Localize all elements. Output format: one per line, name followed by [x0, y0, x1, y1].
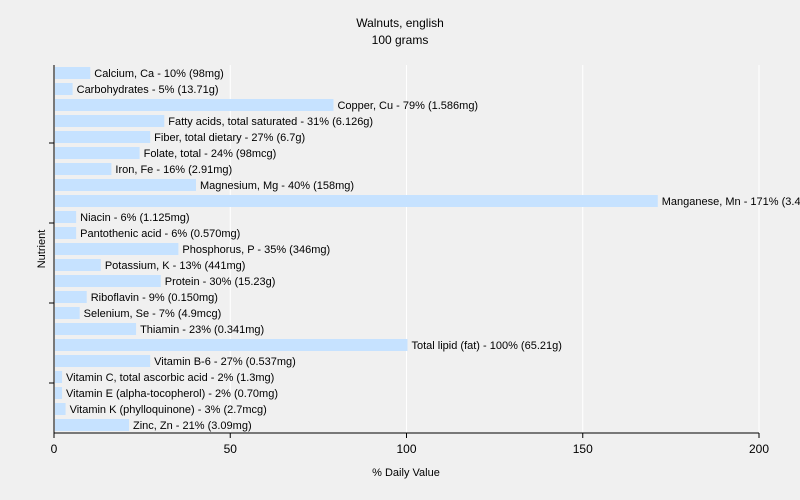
bar-label: Vitamin C, total ascorbic acid - 2% (1.3… — [66, 372, 274, 384]
bar — [55, 387, 63, 399]
bar-label: Vitamin E (alpha-tocopherol) - 2% (0.70m… — [66, 388, 278, 400]
bar — [55, 291, 87, 303]
bar-label: Potassium, K - 13% (441mg) — [105, 260, 246, 272]
bar-label: Fatty acids, total saturated - 31% (6.12… — [168, 116, 373, 128]
bar-label: Iron, Fe - 16% (2.91mg) — [115, 164, 232, 176]
bar-label: Fiber, total dietary - 27% (6.7g) — [154, 132, 305, 144]
bar-label: Copper, Cu - 79% (1.586mg) — [337, 100, 478, 112]
x-tick-label: 200 — [749, 442, 769, 456]
bar — [55, 403, 66, 415]
chart-subtitle: 100 grams — [372, 33, 429, 47]
bar-label: Zinc, Zn - 21% (3.09mg) — [133, 420, 252, 432]
bar — [55, 419, 130, 431]
bar — [55, 67, 91, 79]
gridlines — [229, 65, 760, 433]
bar-label: Pantothenic acid - 6% (0.570mg) — [80, 228, 240, 240]
bar — [55, 195, 658, 207]
bar — [55, 323, 137, 335]
x-ticks: 0 50 100 150 200 — [51, 433, 769, 456]
bar-label: Magnesium, Mg - 40% (158mg) — [200, 180, 354, 192]
bar-label: Vitamin K (phylloquinone) - 3% (2.7mcg) — [70, 404, 267, 416]
bar-labels-group: Calcium, Ca - 10% (98mg) Carbohydrates - … — [66, 68, 800, 432]
bar-label: Manganese, Mn - 171% (3.414mg) — [662, 196, 800, 208]
bar-label: Total lipid (fat) - 100% (65.21g) — [412, 340, 562, 352]
bar — [55, 243, 179, 255]
x-tick-label: 150 — [573, 442, 593, 456]
bar — [55, 339, 408, 351]
bar — [55, 163, 112, 175]
y-axis-title: Nutrient — [36, 230, 48, 269]
bar — [55, 115, 165, 127]
bar-label: Folate, total - 24% (98mcg) — [144, 148, 277, 160]
x-tick-label: 50 — [224, 442, 238, 456]
bar — [55, 99, 334, 111]
bar-label: Phosphorus, P - 35% (346mg) — [182, 244, 330, 256]
bar — [55, 179, 196, 191]
bar-label: Vitamin B-6 - 27% (0.537mg) — [154, 356, 296, 368]
bar — [55, 355, 151, 367]
bar — [55, 83, 73, 95]
bar-label: Calcium, Ca - 10% (98mg) — [94, 68, 224, 80]
bar — [55, 131, 151, 143]
bar-label: Riboflavin - 9% (0.150mg) — [91, 292, 218, 304]
bar-label: Protein - 30% (15.23g) — [165, 276, 276, 288]
bar-label: Thiamin - 23% (0.341mg) — [140, 324, 264, 336]
bar — [55, 259, 101, 271]
x-tick-label: 0 — [51, 442, 58, 456]
x-tick-label: 100 — [396, 442, 416, 456]
y-ticks — [49, 142, 54, 384]
bar — [55, 211, 77, 223]
x-axis-title: % Daily Value — [372, 467, 440, 479]
bar-label: Selenium, Se - 7% (4.9mcg) — [84, 308, 222, 320]
bar — [55, 371, 63, 383]
bars-group — [55, 67, 658, 431]
bar-label: Carbohydrates - 5% (13.71g) — [77, 84, 219, 96]
bar-label: Niacin - 6% (1.125mg) — [80, 212, 189, 224]
bar — [55, 307, 80, 319]
bar — [55, 227, 77, 239]
chart-title: Walnuts, english — [356, 16, 444, 30]
bar — [55, 147, 140, 159]
bar — [55, 275, 161, 287]
